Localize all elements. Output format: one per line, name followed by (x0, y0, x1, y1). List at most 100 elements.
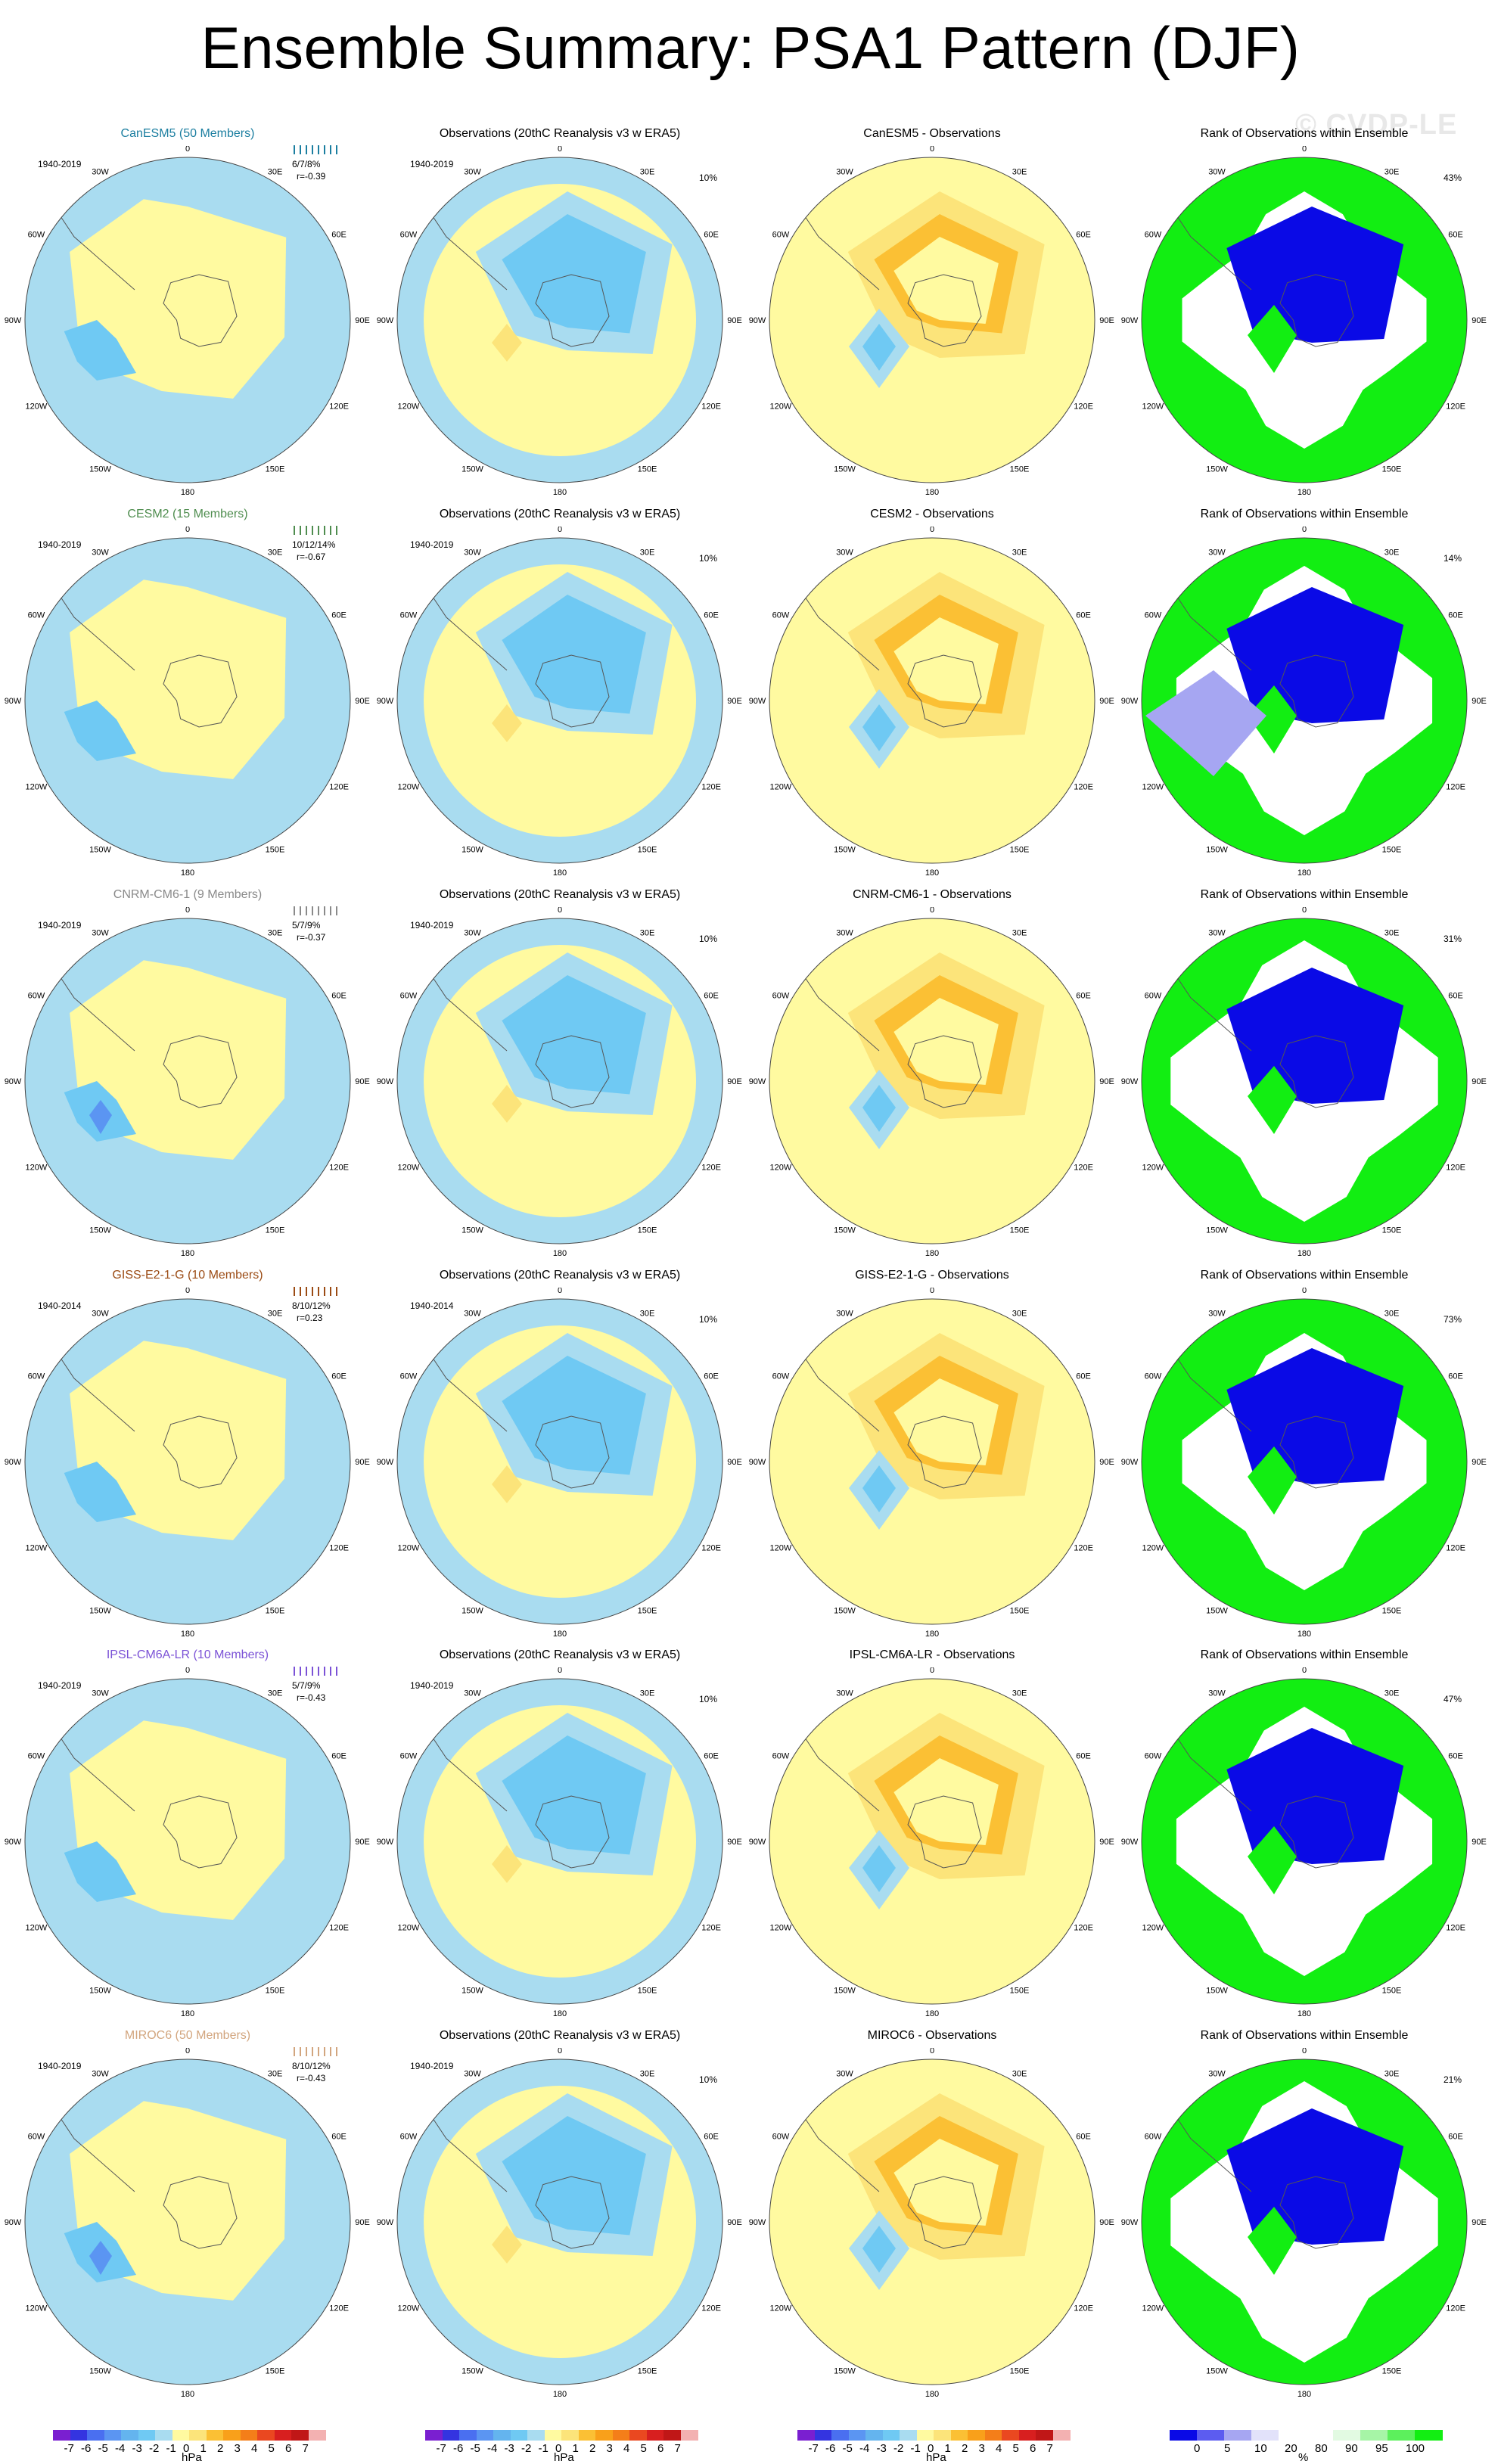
diff-panel-cnrm-cm6-1: CNRM-CM6-1 - Observations 0 30E 60E 90E 120E 1… (744, 888, 1120, 1269)
lon-label: 90E (1099, 1838, 1114, 1847)
panel-title: IPSL-CM6A-LR (10 Members) (106, 1648, 269, 1661)
panel-title: Rank of Observations within Ensemble (1200, 1269, 1409, 1282)
lon-label: 150W (834, 1607, 856, 1616)
lon-label: 60E (331, 611, 347, 620)
colorbar-swatch (1018, 2430, 1036, 2441)
colorbar-tick: -2 (521, 2442, 532, 2455)
colorbar-tick: -2 (149, 2442, 160, 2455)
page-title: Ensemble Summary: PSA1 Pattern (DJF) (200, 14, 1301, 81)
panel-title: Rank of Observations within Ensemble (1200, 888, 1409, 901)
lon-label: 180 (1297, 2390, 1311, 2399)
panel-title: Rank of Observations within Ensemble (1200, 1648, 1409, 1661)
colorbar-tick: 90 (1345, 2442, 1358, 2455)
colorbar-tick: -5 (98, 2442, 108, 2455)
colorbar-tick: -1 (166, 2442, 176, 2455)
lon-label: 150W (89, 1226, 111, 1235)
panel-title: GISS-E2-1-G (10 Members) (112, 1269, 263, 1282)
lon-label: 120W (26, 1924, 48, 1933)
lon-label: 150W (89, 846, 111, 855)
colorbar-swatch (138, 2430, 156, 2441)
panel-title: Observations (20thC Reanalysis v3 w ERA5… (439, 2029, 681, 2042)
lon-label: 90E (355, 1077, 370, 1086)
colorbar-swatch (934, 2430, 951, 2441)
diff-map: 0 30E 60E 90E 120E 150E 180 150W 120W 90W 60W 30W (749, 907, 1114, 1258)
lon-label: 150W (461, 1226, 483, 1235)
lon-label: 90E (727, 1458, 742, 1467)
lon-label: 150W (461, 846, 483, 855)
pattern-r: r=-0.43 (297, 2073, 326, 2083)
diff-panel-miroc6: MIROC6 - Observations 0 30E 60E 90E 120E 150E 1… (744, 2029, 1120, 2410)
obs-panel-cnrm-cm6-1: Observations (20thC Reanalysis v3 w ERA5… (372, 888, 747, 1269)
lon-label: 90E (355, 1458, 370, 1467)
pct-label: 47% (1443, 1694, 1462, 1704)
lon-label: 120E (1074, 402, 1093, 412)
obs-map: 0 30E 60E 90E 120E 150E 180 150W 120W 90W 60W 30W (377, 527, 742, 878)
rank-panel-giss-e2-1-g: Rank of Observations within Ensemble 73% 0… (1117, 1269, 1492, 1649)
lon-label: 90E (1099, 1458, 1114, 1467)
rank-panel-miroc6: Rank of Observations within Ensemble 21% 0… (1117, 2029, 1492, 2410)
period-label: 1940-2019 (410, 159, 454, 169)
lon-label: 60W (28, 2133, 45, 2142)
colorbar-swatch (1415, 2430, 1443, 2441)
lon-label: 150E (266, 1607, 285, 1616)
period-label: 1940-2019 (410, 539, 454, 550)
lon-label: 150E (638, 2367, 657, 2376)
lon-label: 90W (377, 1458, 394, 1467)
lon-label: 30E (268, 2069, 283, 2078)
lon-label: 60W (28, 231, 45, 240)
lon-label: 90W (1121, 1458, 1139, 1467)
model-map: 0 30E 60E 90E 120E 150E 180 150W 120W 90W 60W 30W (5, 2048, 370, 2399)
lon-label: 120W (26, 2304, 48, 2313)
lon-label: 150E (1010, 2367, 1030, 2376)
lon-label: 90E (355, 316, 370, 325)
lon-label: 150W (1206, 2367, 1228, 2376)
lon-label: 120E (329, 1164, 349, 1173)
colorbar-tick: 4 (623, 2442, 630, 2455)
pattern-r: r=-0.67 (297, 552, 326, 562)
lon-label: 120W (770, 2304, 792, 2313)
lon-label: 120E (701, 2304, 721, 2313)
colorbar-swatch (797, 2430, 815, 2441)
lon-label: 90W (377, 697, 394, 706)
obs-panel-canesm5: Observations (20thC Reanalysis v3 w ERA5… (372, 127, 747, 508)
lon-label: 150E (1382, 1226, 1402, 1235)
colorbar-tick: -1 (538, 2442, 549, 2455)
lon-label: 60W (772, 231, 790, 240)
lon-label: 60E (1076, 1752, 1091, 1761)
lon-label: 120E (329, 2304, 349, 2313)
lon-label: 60E (704, 1752, 719, 1761)
lon-label: 60E (1076, 992, 1091, 1001)
colorbar-tick: 4 (251, 2442, 258, 2455)
period-label: 1940-2019 (38, 1680, 82, 1691)
lon-label: 150E (638, 465, 657, 474)
lon-label: 150W (461, 465, 483, 474)
colorbar-tick: 5 (268, 2442, 275, 2455)
lon-label: 150W (1206, 465, 1228, 474)
lon-label: 180 (925, 1630, 939, 1639)
lon-label: 30E (268, 548, 283, 557)
lon-label: 60E (1448, 2133, 1463, 2142)
lon-label: 0 (558, 2048, 562, 2055)
lon-label: 60W (772, 992, 790, 1001)
lon-label: 0 (558, 146, 562, 154)
colorbar-tick: 10 (1254, 2442, 1267, 2455)
colorbar-tick: 3 (606, 2442, 613, 2455)
lon-label: 120W (398, 1164, 420, 1173)
colorbar-tick: 6 (285, 2442, 292, 2455)
lon-label: 30W (1208, 928, 1226, 937)
colorbar-swatch (882, 2430, 900, 2441)
pattern-pcts: 6/7/8% (292, 159, 321, 169)
pct-label: 21% (1443, 2074, 1462, 2085)
colorbar-swatch (646, 2430, 664, 2441)
colorbar-tick: 1 (572, 2442, 579, 2455)
lon-label: 150E (1382, 846, 1402, 855)
lon-label: 60W (400, 992, 418, 1001)
lon-label: 60E (1448, 231, 1463, 240)
rank-panel-cesm2: Rank of Observations within Ensemble 14% 0… (1117, 508, 1492, 888)
lon-label: 90W (5, 1838, 22, 1847)
lon-label: 60W (400, 1752, 418, 1761)
lon-label: 90E (727, 1838, 742, 1847)
lon-label: 120E (1446, 1924, 1465, 1933)
colorbar-swatch (595, 2430, 613, 2441)
colorbar-tick: -4 (115, 2442, 126, 2455)
